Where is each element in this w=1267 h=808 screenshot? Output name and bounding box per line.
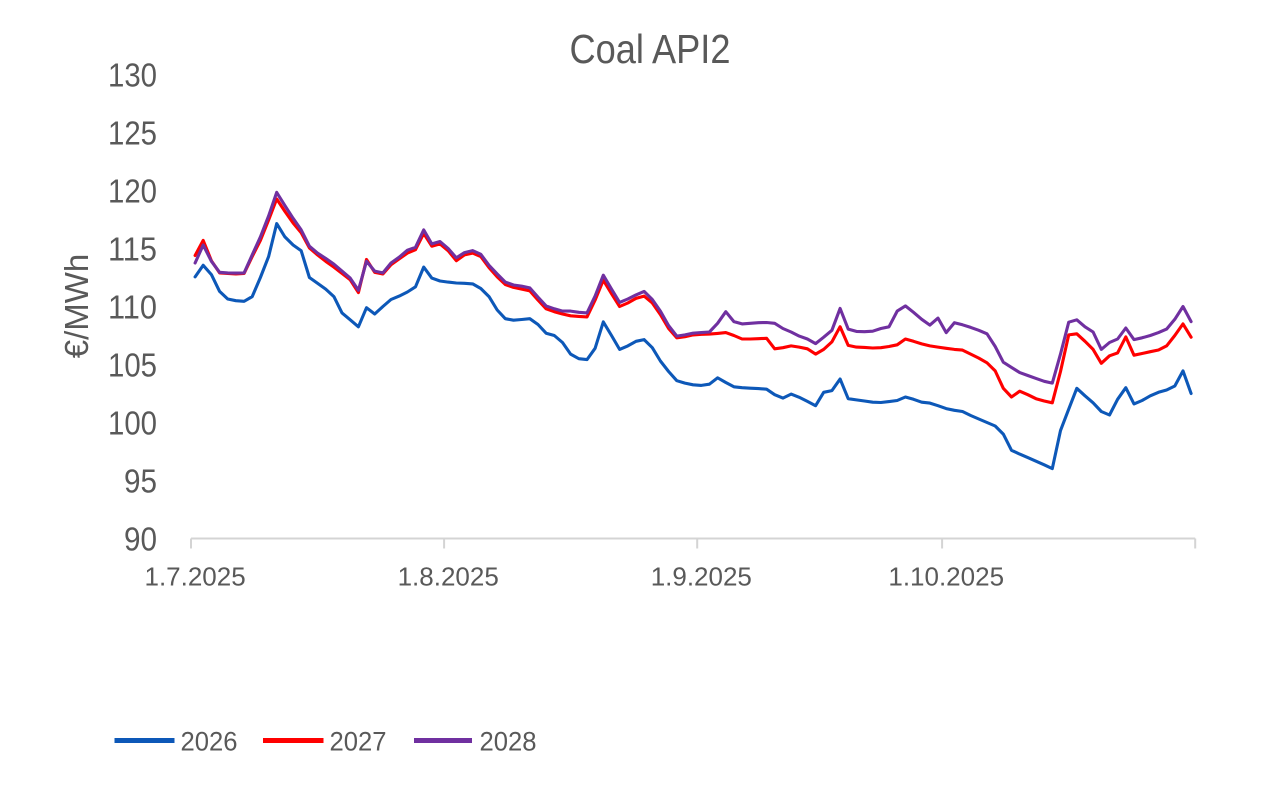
svg-text:90: 90: [124, 520, 157, 557]
svg-text:110: 110: [108, 288, 157, 325]
svg-text:Coal API2: Coal API2: [570, 26, 731, 72]
svg-text:105: 105: [108, 346, 157, 383]
svg-text:115: 115: [108, 230, 157, 267]
svg-text:1.9.2025: 1.9.2025: [651, 562, 752, 592]
svg-text:1.8.2025: 1.8.2025: [398, 562, 499, 592]
svg-text:1.7.2025: 1.7.2025: [144, 562, 245, 592]
svg-text:120: 120: [108, 172, 157, 209]
svg-text:€/MWh: €/MWh: [58, 254, 95, 359]
svg-text:125: 125: [108, 114, 157, 151]
svg-text:2028: 2028: [480, 727, 537, 757]
svg-text:1.10.2025: 1.10.2025: [888, 562, 1004, 592]
svg-text:95: 95: [124, 462, 157, 499]
svg-text:2026: 2026: [181, 727, 238, 757]
svg-text:100: 100: [108, 404, 157, 441]
svg-text:2027: 2027: [330, 727, 387, 757]
svg-text:130: 130: [108, 56, 157, 93]
